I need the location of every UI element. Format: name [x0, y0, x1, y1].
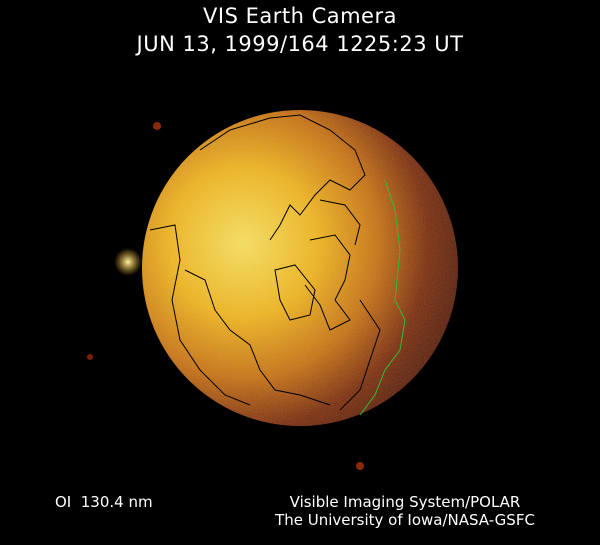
star-dot	[356, 462, 364, 470]
filter-wavelength: OI 130.4 nm	[55, 493, 153, 511]
star-dot	[87, 354, 93, 360]
terminator-coastline	[359, 179, 406, 416]
globe-noise	[142, 110, 458, 426]
credits: Visible Imaging System/POLAR The Univers…	[250, 493, 560, 529]
credit-line-1: Visible Imaging System/POLAR	[289, 493, 521, 511]
image-timestamp: JUN 13, 1999/164 1225:23 UT	[136, 32, 464, 56]
coastlines	[149, 114, 381, 411]
limb-flare	[114, 248, 142, 276]
image-title: VIS Earth Camera	[203, 4, 397, 28]
star-dot	[153, 122, 161, 130]
credit-line-2: The University of Iowa/NASA-GSFC	[275, 511, 535, 529]
